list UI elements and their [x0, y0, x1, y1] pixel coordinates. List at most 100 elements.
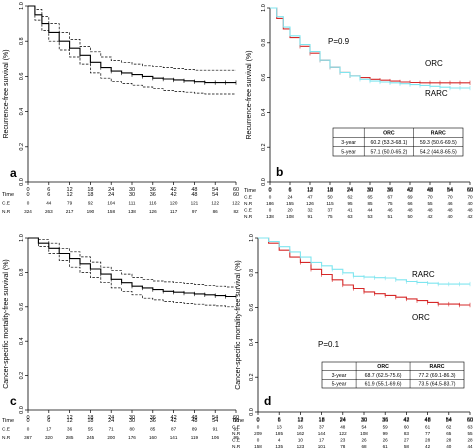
y-axis-title: Recurrence-free survival (%): [3, 49, 10, 138]
risk-table-cell: 108: [360, 431, 368, 436]
risk-table-cell: 144: [318, 431, 326, 436]
risk-table-cell: 42: [425, 444, 431, 448]
risk-table-cell: 0: [269, 195, 272, 200]
risk-table-cell: 53: [367, 214, 373, 219]
risk-table-cell: 104: [107, 201, 115, 206]
x-tick-label: 48: [191, 415, 197, 421]
risk-table-time: 48: [191, 418, 197, 424]
risk-table-cell: 62: [347, 195, 353, 200]
risk-table-cell: 324: [24, 209, 32, 214]
risk-table-cell: 92: [88, 201, 94, 206]
risk-table-cell: 160: [149, 435, 157, 440]
y-tick-label: 0.2: [19, 372, 25, 380]
risk-table-cell: 44: [367, 208, 373, 213]
y-tick-label: 0.8: [249, 269, 255, 277]
x-tick-label: 36: [150, 415, 156, 421]
risk-table-cell: 119: [191, 435, 199, 440]
risk-table-cell: 108: [286, 214, 294, 219]
series-name-rarc: RARC: [425, 89, 448, 98]
y-tick-label: 0.0: [261, 178, 267, 186]
risk-table-cell: 122: [232, 201, 240, 206]
risk-table-row-label: C.E: [244, 208, 252, 214]
x-tick-label: 0: [256, 417, 259, 423]
risk-table-time: 60: [233, 418, 239, 424]
risk-table-row-label: C.E: [244, 195, 252, 201]
y-tick-label: 0.4: [19, 337, 25, 345]
risk-table-time: 6: [47, 418, 50, 424]
x-tick-label: 0: [26, 187, 29, 193]
risk-table-cell: 63: [347, 214, 353, 219]
risk-table-cell: 55: [467, 431, 473, 436]
risk-table-cell: 91: [307, 214, 313, 219]
risk-table-cell: 10: [298, 438, 304, 443]
x-tick-label: 54: [212, 415, 218, 421]
risk-table-time-label: Time: [2, 418, 14, 424]
risk-table-cell: 86: [213, 209, 219, 214]
risk-table-time: 0: [256, 418, 259, 424]
risk-table-time: 12: [67, 192, 73, 198]
series-name-orc: ORC: [425, 59, 443, 68]
risk-table-row-label: N.R: [2, 435, 11, 441]
summary-table-cell: 57.1 (50.0-65.2): [370, 149, 407, 155]
risk-table-cell: 186: [266, 201, 274, 206]
risk-table-time: 60: [467, 418, 473, 424]
risk-table-cell: 158: [107, 209, 115, 214]
series-name-orc: ORC: [412, 313, 430, 322]
risk-table-cell: 50: [407, 214, 413, 219]
x-tick-label: 60: [233, 187, 239, 193]
risk-table-cell: 209: [254, 431, 262, 436]
risk-table-cell: 61: [425, 425, 431, 430]
risk-table-cell: 68: [361, 444, 367, 448]
x-tick-label: 18: [87, 415, 93, 421]
risk-table-row-label: N.R: [232, 444, 241, 448]
y-tick-label: 0.4: [249, 339, 255, 347]
risk-table-time: 24: [340, 418, 346, 424]
x-tick-label: 30: [129, 187, 135, 193]
risk-table-cell: 89: [192, 427, 198, 432]
risk-table-cell: 48: [447, 208, 453, 213]
risk-table-cell: 42: [467, 214, 473, 219]
risk-table-time: 36: [150, 192, 156, 198]
summary-table-header: RARC: [430, 364, 445, 370]
risk-table-time: 54: [212, 192, 218, 198]
risk-table-cell: 20: [287, 208, 293, 213]
x-tick-label: 12: [297, 417, 303, 423]
risk-table-cell: 50: [327, 195, 333, 200]
risk-table-cell: 155: [286, 201, 294, 206]
risk-table-cell: 17: [46, 427, 52, 432]
risk-table-time: 42: [403, 418, 409, 424]
risk-table-cell: 65: [446, 431, 452, 436]
y-tick-label: 0.6: [19, 303, 25, 311]
risk-table-time: 12: [297, 418, 303, 424]
risk-table-cell: 36: [67, 427, 73, 432]
x-tick-label: 60: [233, 415, 239, 421]
y-tick-label: 0.6: [261, 74, 267, 82]
x-tick-label: 0: [26, 415, 29, 421]
x-tick-label: 24: [340, 417, 346, 423]
y-axis-title: Cancer-specific mortality-free survival …: [3, 259, 10, 389]
summary-table-cell: 68.7 (62.5-75.6): [365, 373, 402, 379]
risk-table-cell: 44: [467, 444, 473, 448]
risk-table-time: 18: [87, 192, 93, 198]
risk-table-cell: 70: [467, 195, 473, 200]
risk-table-time: 54: [446, 418, 452, 424]
y-tick-label: 1.0: [19, 234, 25, 242]
x-tick-label: 6: [47, 415, 50, 421]
y-tick-label: 0.2: [261, 143, 267, 151]
risk-table-time: 18: [87, 418, 93, 424]
x-tick-label: 6: [47, 187, 50, 193]
risk-table-cell: 27: [404, 438, 410, 443]
risk-table-cell: 85: [367, 201, 373, 206]
risk-table-cell: 48: [340, 425, 346, 430]
panel-b: 0.00.20.40.60.81.00 6 12 18 24 30 36 42 48 54 60Re…: [244, 4, 473, 220]
risk-table-cell: 51: [387, 214, 393, 219]
risk-table-time: 24: [347, 188, 353, 194]
risk-table-cell: 200: [107, 435, 115, 440]
p-value-annotation: P=0.1: [318, 340, 340, 349]
risk-table-cell: 82: [233, 209, 239, 214]
x-tick-label: 18: [327, 187, 333, 193]
y-tick-label: 0.6: [249, 304, 255, 312]
risk-table-cell: 162: [297, 431, 305, 436]
summary-table-header: RARC: [431, 131, 446, 137]
